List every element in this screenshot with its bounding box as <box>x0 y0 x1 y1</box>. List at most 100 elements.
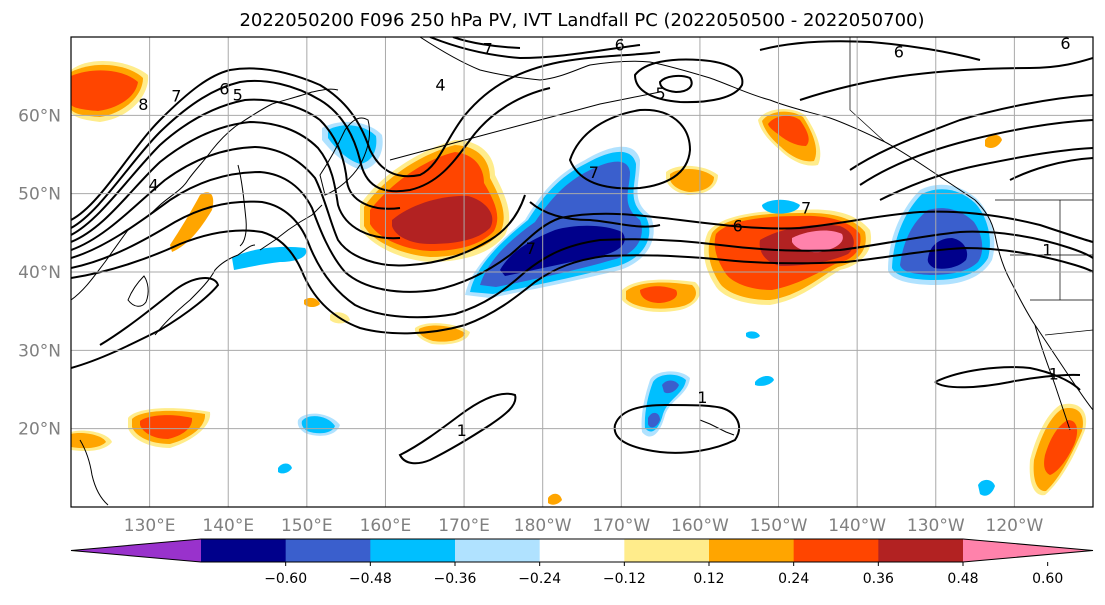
contour-label: 4 <box>148 176 158 195</box>
contour-label: 6 <box>894 42 904 61</box>
contour-label: 6 <box>615 35 625 54</box>
lon-tick-label: 160°E <box>360 516 412 536</box>
colorbar-tick-label: −0.48 <box>349 571 392 587</box>
pv-contour <box>879 147 1093 201</box>
anomaly-region <box>755 376 774 386</box>
coastline-north-america <box>884 141 1093 411</box>
colorbar-swatch <box>624 539 710 562</box>
contour-label: 1 <box>697 388 707 407</box>
map-frame <box>70 36 1094 508</box>
anomaly-region <box>418 325 465 342</box>
pv-contour <box>71 98 401 236</box>
colorbar-tick-label: 0.36 <box>863 571 894 587</box>
lat-tick-label: 50°N <box>18 185 61 205</box>
colorbar-tick-label: 0.24 <box>778 571 809 587</box>
anomaly-region <box>140 415 193 439</box>
anomaly-region <box>304 297 320 307</box>
pv-contour <box>568 108 692 190</box>
lon-tick-label: 160°W <box>671 516 729 536</box>
coastline-philippines <box>79 439 109 506</box>
pv-contour <box>759 40 981 61</box>
anomaly-region <box>792 230 843 253</box>
pv-contour <box>71 145 526 267</box>
lon-tick-label: 150°W <box>750 516 808 536</box>
colorbar-swatch <box>709 539 795 562</box>
pv-contour <box>429 37 641 60</box>
pv-contour <box>452 37 521 49</box>
coastline-aleutians <box>389 91 661 161</box>
border-alaska-canada <box>849 37 886 143</box>
colorbar-swatch <box>793 539 879 562</box>
pv-contour <box>849 94 1093 171</box>
colorbar-swatch <box>455 539 541 562</box>
anomaly-region <box>648 412 660 428</box>
map-gridlines <box>71 37 1093 507</box>
contour-label: 5 <box>233 86 243 105</box>
coastline-baja <box>1034 324 1071 431</box>
colorbar-tick-label: 0.60 <box>1032 571 1063 587</box>
anomaly-region <box>278 463 292 474</box>
coastline-asia <box>71 88 339 301</box>
anomaly-region <box>500 225 625 276</box>
anomaly-region <box>232 246 307 270</box>
pv-contour <box>71 51 661 221</box>
border-us-states <box>1010 200 1093 301</box>
contour-label: 5 <box>656 84 666 103</box>
pv-contour <box>71 79 551 229</box>
longitude-ticks: 130°E 140°E 150°E 160°E 170°E 180°W 170°W 160°W… <box>124 516 1044 536</box>
lon-tick-label: 170°W <box>592 516 650 536</box>
coastlines <box>71 37 1093 506</box>
anomaly-region <box>670 168 714 192</box>
colorbar-swatch <box>539 539 625 562</box>
contour-label: 1 <box>1049 364 1059 383</box>
contour-label: 6 <box>733 216 743 235</box>
pv-contour <box>658 74 693 94</box>
pv-contour <box>71 120 401 243</box>
pv-contour <box>1009 157 1093 181</box>
coastline-japan <box>154 244 256 336</box>
pv-contours <box>71 37 1093 465</box>
lon-tick-label: 120°W <box>986 516 1044 536</box>
colorbar-swatch <box>878 539 964 562</box>
pv-contour <box>633 58 744 104</box>
contour-label: 1 <box>1042 241 1052 260</box>
pv-contour <box>529 201 661 228</box>
lon-tick-label: 130°W <box>907 516 965 536</box>
pv-contour <box>859 119 1093 186</box>
pv-contour <box>613 403 741 454</box>
anomaly-region <box>392 195 493 244</box>
lon-tick-label: 140°W <box>828 516 886 536</box>
pv-contour <box>934 373 1081 389</box>
colorbar-tick-label: −0.12 <box>603 571 646 587</box>
colorbar-tick-label: 0.48 <box>947 571 978 587</box>
lon-tick-label: 180°W <box>514 516 572 536</box>
political-borders <box>849 37 1093 336</box>
pv-contour <box>71 229 1093 335</box>
colorbar-tick-label: −0.24 <box>518 571 561 587</box>
contour-label: 7 <box>171 86 181 105</box>
lat-tick-label: 30°N <box>18 341 61 361</box>
colorbar-swatch <box>285 539 371 562</box>
coastline-kamchatka <box>319 117 371 196</box>
contour-label: 7 <box>589 163 599 182</box>
colorbar-swatch <box>201 539 287 562</box>
anomaly-region <box>762 199 800 214</box>
coastline-korea <box>127 275 149 307</box>
colorbar-tick-label: −0.60 <box>264 571 307 587</box>
coastline-hawaii <box>699 419 735 436</box>
colorbar-extend-high <box>963 539 1093 562</box>
anomaly-region <box>985 134 1002 148</box>
lat-tick-label: 60°N <box>18 106 61 126</box>
lon-tick-label: 130°E <box>124 516 176 536</box>
anomaly-region <box>640 286 678 303</box>
anomaly-region <box>978 479 995 496</box>
colorbar-outline <box>70 538 1094 563</box>
colorbar-tick-label: −0.36 <box>434 571 477 587</box>
lon-tick-label: 150°E <box>281 516 333 536</box>
anomaly-region <box>746 331 760 339</box>
colorbar: −0.60 −0.48 −0.36 −0.24 −0.12 0.12 0.24 0.36 0.4… <box>70 538 1094 587</box>
anomaly-region <box>1044 420 1078 475</box>
coastline-alaska <box>419 37 886 143</box>
lat-tick-label: 40°N <box>18 263 61 283</box>
